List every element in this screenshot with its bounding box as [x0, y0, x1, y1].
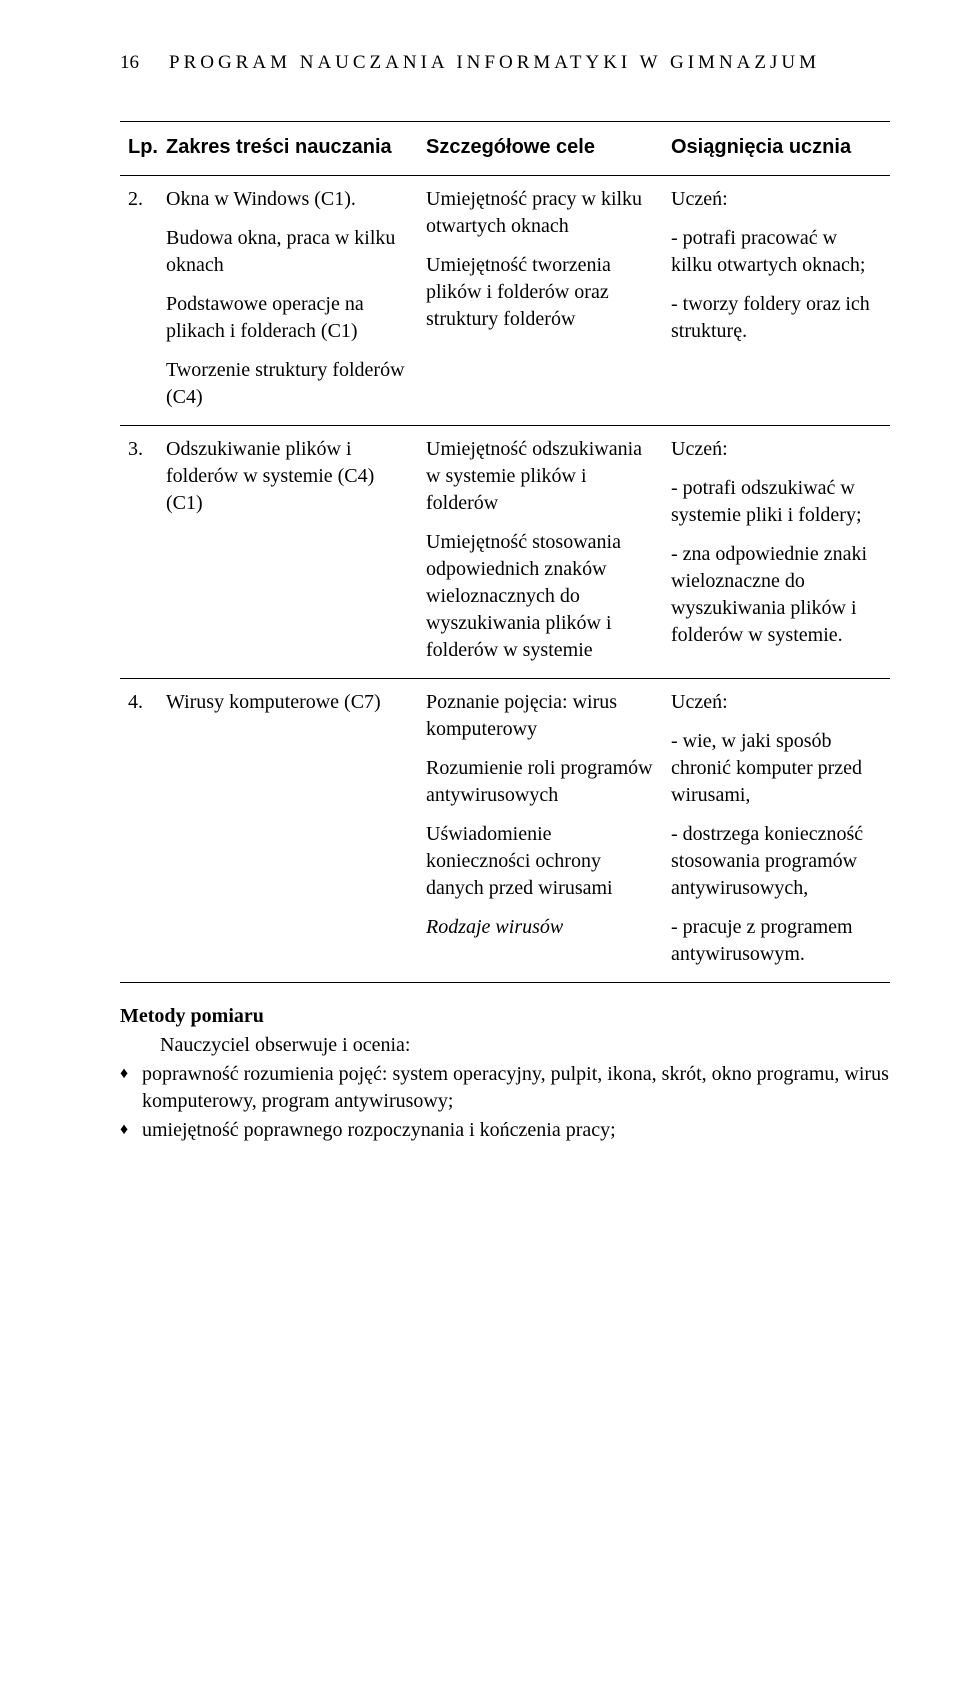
bullet-text: poprawność rozumienia pojęć: system oper… — [142, 1061, 890, 1115]
th-scope: Zakres treści nauczania — [158, 121, 418, 175]
scope-para: Tworzenie struktury folderów (C4) — [166, 357, 410, 411]
cell-scope: Odszukiwanie plików i folderów w systemi… — [158, 425, 418, 678]
page-number: 16 — [120, 52, 139, 73]
bullet-text: umiejętność poprawnego rozpoczynania i k… — [142, 1117, 890, 1144]
outcomes-para: - pracuje z programem antywirusowym. — [671, 914, 882, 968]
th-goals: Szczegółowe cele — [418, 121, 663, 175]
table-row: 2. Okna w Windows (C1). Budowa okna, pra… — [120, 175, 890, 425]
goals-italic: Rodzaje wirusów — [426, 914, 655, 941]
methods-bullet: ♦ poprawność rozumienia pojęć: system op… — [120, 1061, 890, 1115]
outcomes-para: - potrafi pracować w kilku otwartych okn… — [671, 225, 882, 279]
page-header: 16 PROGRAM NAUCZANIA INFORMATYKI W GIMNAZ… — [120, 50, 890, 76]
curriculum-table: Lp. Zakres treści nauczania Szczegółowe … — [120, 121, 890, 983]
table-header-row: Lp. Zakres treści nauczania Szczegółowe … — [120, 121, 890, 175]
diamond-icon: ♦ — [120, 1061, 142, 1115]
outcomes-para: - zna odpowiednie znaki wieloznaczne do … — [671, 541, 882, 649]
outcomes-para: Uczeń: — [671, 436, 882, 463]
scope-para: Podstawowe operacje na plikach i foldera… — [166, 291, 410, 345]
goals-para: Poznanie pojęcia: wirus komputerowy — [426, 689, 655, 743]
methods-intro: Nauczyciel obserwuje i ocenia: — [120, 1032, 890, 1059]
cell-lp: 4. — [120, 678, 158, 982]
goals-para: Uświadomienie konieczności ochrony danyc… — [426, 821, 655, 902]
scope-para: Budowa okna, praca w kilku oknach — [166, 225, 410, 279]
table-row: 4. Wirusy komputerowe (C7) Poznanie poję… — [120, 678, 890, 982]
outcomes-para: - potrafi odszukiwać w systemie pliki i … — [671, 475, 882, 529]
th-outcomes: Osiągnięcia ucznia — [663, 121, 890, 175]
diamond-icon: ♦ — [120, 1117, 142, 1144]
outcomes-para: - dostrzega konieczność stosowania progr… — [671, 821, 882, 902]
goals-para: Umiejętność tworzenia plików i folderów … — [426, 252, 655, 333]
outcomes-para: - wie, w jaki sposób chronić komputer pr… — [671, 728, 882, 809]
outcomes-para: - tworzy foldery oraz ich strukturę. — [671, 291, 882, 345]
cell-outcomes: Uczeń: - wie, w jaki sposób chronić komp… — [663, 678, 890, 982]
cell-scope: Wirusy komputerowe (C7) — [158, 678, 418, 982]
goals-para: Umiejętność stosowania odpowiednich znak… — [426, 529, 655, 664]
header-title: PROGRAM NAUCZANIA INFORMATYKI W GIMNAZJU… — [169, 52, 820, 73]
goals-para: Rozumienie roli programów antywirusowych — [426, 755, 655, 809]
cell-lp: 3. — [120, 425, 158, 678]
outcomes-para: Uczeń: — [671, 186, 882, 213]
scope-para: Okna w Windows (C1). — [166, 186, 410, 213]
scope-para: Odszukiwanie plików i folderów w systemi… — [166, 436, 410, 517]
cell-outcomes: Uczeń: - potrafi pracować w kilku otwart… — [663, 175, 890, 425]
goals-para: Umiejętność pracy w kilku otwartych okna… — [426, 186, 655, 240]
methods-section: Metody pomiaru Nauczyciel obserwuje i oc… — [120, 1003, 890, 1144]
methods-title: Metody pomiaru — [120, 1003, 890, 1030]
cell-lp: 2. — [120, 175, 158, 425]
scope-para: Wirusy komputerowe (C7) — [166, 689, 410, 716]
table-row: 3. Odszukiwanie plików i folderów w syst… — [120, 425, 890, 678]
cell-scope: Okna w Windows (C1). Budowa okna, praca … — [158, 175, 418, 425]
cell-goals: Umiejętność pracy w kilku otwartych okna… — [418, 175, 663, 425]
goals-para: Umiejętność odszukiwania w systemie plik… — [426, 436, 655, 517]
methods-bullet: ♦ umiejętność poprawnego rozpoczynania i… — [120, 1117, 890, 1144]
th-lp: Lp. — [120, 121, 158, 175]
cell-outcomes: Uczeń: - potrafi odszukiwać w systemie p… — [663, 425, 890, 678]
cell-goals: Poznanie pojęcia: wirus komputerowy Rozu… — [418, 678, 663, 982]
outcomes-para: Uczeń: — [671, 689, 882, 716]
cell-goals: Umiejętność odszukiwania w systemie plik… — [418, 425, 663, 678]
